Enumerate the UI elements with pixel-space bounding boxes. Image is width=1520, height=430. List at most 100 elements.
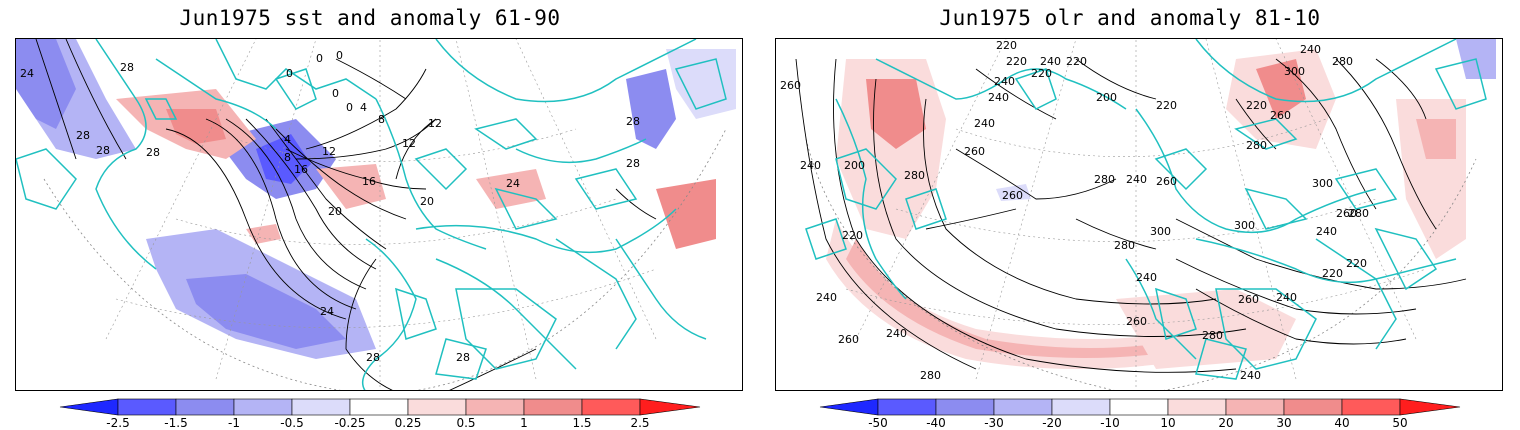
olr-label-14: 260	[1002, 189, 1023, 202]
sst-label-17: 16	[294, 163, 308, 176]
olr-anomaly-positive-band	[826, 219, 1196, 369]
olr-label-10: 200	[1096, 91, 1117, 104]
olr-label-6: 240	[988, 91, 1009, 104]
sst-cbar-tick-3: -0.5	[280, 416, 304, 430]
sst-label-1: 28	[120, 61, 134, 74]
olr-label-3: 220	[1066, 55, 1087, 68]
olr-label-28: 280	[1332, 55, 1353, 68]
olr-label-38: 280	[1202, 329, 1223, 342]
sst-colorbar-graphic	[59, 398, 701, 416]
olr-label-36: 220	[842, 229, 863, 242]
olr-anomaly-positive-west-core	[866, 79, 926, 149]
sst-contour-labels: 24 28 28 28 28 0 0 0 0 0 4 4 8 8 12 12 1…	[20, 49, 640, 364]
sst-label-21: 24	[320, 305, 334, 318]
sst-contours	[35, 39, 657, 390]
olr-anomaly-positive-east-core	[1416, 119, 1456, 159]
olr-map-title: Jun1975 olr and anomaly 81-10	[939, 6, 1321, 30]
sst-label-25: 28	[626, 115, 640, 128]
olr-colorbar-graphic	[819, 398, 1461, 416]
sst-cbar-arrow-right	[639, 398, 701, 416]
sst-label-19: 20	[328, 205, 342, 218]
sst-cbar-seg-2	[175, 398, 235, 416]
olr-label-19: 280	[1094, 173, 1115, 186]
olr-label-0: 220	[996, 39, 1017, 52]
sst-coastlines	[16, 39, 727, 390]
olr-cbar-tick-0: -50	[868, 416, 888, 430]
olr-label-16: 300	[1150, 225, 1171, 238]
olr-colorbar: -50 -40 -30 -20 -10 10 20 30 40 50	[760, 398, 1500, 430]
sst-label-7: 0	[336, 49, 343, 62]
sst-anomaly-positive-4	[476, 169, 546, 209]
olr-cbar-seg-4	[1051, 398, 1111, 416]
olr-label-21: 220	[1156, 99, 1177, 112]
sst-anomaly-positive-5	[246, 224, 281, 244]
sst-panel: Jun1975 sst and anomaly 61-90	[0, 0, 743, 430]
sst-label-16: 12	[402, 137, 416, 150]
olr-label-15: 280	[1114, 239, 1135, 252]
olr-cbar-tick-7: 30	[1276, 416, 1292, 430]
sst-cbar-tick-4: -0.25	[334, 416, 366, 430]
sst-map: 24 28 28 28 28 0 0 0 0 0 4 4 8 8 12 12 1…	[15, 38, 743, 391]
sst-cbar-seg-7	[465, 398, 525, 416]
sst-label-18: 16	[362, 175, 376, 188]
olr-label-24: 220	[1246, 99, 1267, 112]
sst-map-title: Jun1975 sst and anomaly 61-90	[179, 6, 561, 30]
olr-label-39: 240	[816, 291, 837, 304]
olr-anomaly-positive-south	[1116, 289, 1296, 369]
olr-cbar-tick-5: 10	[1160, 416, 1176, 430]
olr-label-37: 260	[1126, 315, 1147, 328]
olr-label-42: 260	[838, 333, 859, 346]
sst-cbar-seg-5	[349, 398, 409, 416]
sst-label-8: 0	[332, 87, 339, 100]
olr-anomaly-negative-center	[996, 184, 1031, 201]
olr-cbar-seg-8	[1283, 398, 1343, 416]
sst-anomaly-positive-core	[166, 109, 226, 144]
olr-label-27: 260	[1270, 109, 1291, 122]
sst-label-23: 28	[366, 351, 380, 364]
olr-label-40: 240	[886, 327, 907, 340]
sst-label-15: 12	[322, 145, 336, 158]
sst-label-11: 4	[284, 133, 291, 146]
olr-label-9: 280	[904, 169, 925, 182]
olr-label-23: 280	[1246, 139, 1267, 152]
olr-label-5: 240	[1040, 55, 1061, 68]
sst-label-2: 28	[76, 129, 90, 142]
sst-label-12: 8	[378, 113, 385, 126]
olr-label-12: 240	[800, 159, 821, 172]
olr-label-43: 240	[1240, 369, 1261, 382]
olr-map-canvas: 220 220 220 220 240 240 240 260 260 280 …	[780, 39, 1496, 390]
sst-label-6: 0	[316, 52, 323, 65]
olr-label-44: 280	[920, 369, 941, 382]
olr-cbar-seg-7	[1225, 398, 1285, 416]
olr-contour-labels: 220 220 220 220 240 240 240 260 260 280 …	[780, 39, 1369, 382]
sst-colorbar: -2.5 -1.5 -1 -0.5 -0.25 0.25 0.5 1 1.5 2…	[0, 398, 740, 430]
olr-map: 220 220 220 220 240 240 240 260 260 280 …	[775, 38, 1503, 391]
olr-cbar-tick-9: 50	[1392, 416, 1408, 430]
sst-cbar-tick-0: -2.5	[106, 416, 130, 430]
olr-cbar-seg-3	[993, 398, 1053, 416]
olr-label-25: 240	[1300, 43, 1321, 56]
olr-panel: Jun1975 olr and anomaly 81-10	[760, 0, 1503, 430]
sst-label-13: 8	[284, 151, 291, 164]
olr-cbar-tick-2: -30	[984, 416, 1004, 430]
olr-coastlines	[805, 39, 1487, 380]
olr-cbar-arrow-right	[1399, 398, 1461, 416]
olr-cbar-tick-8: 40	[1334, 416, 1350, 430]
sst-cbar-tick-5: 0.25	[394, 416, 422, 430]
sst-label-9: 0	[346, 101, 353, 114]
olr-cbar-tick-6: 20	[1218, 416, 1234, 430]
sst-label-26: 28	[626, 157, 640, 170]
olr-cbar-seg-2	[935, 398, 995, 416]
sst-anomaly-negative-west-core	[16, 39, 76, 129]
olr-cbar-tick-3: -20	[1042, 416, 1062, 430]
olr-contours	[795, 58, 1467, 373]
sst-label-0: 24	[20, 67, 34, 80]
olr-label-7: 260	[780, 79, 801, 92]
sst-cbar-tick-9: 2.5	[630, 416, 650, 430]
sst-cbar-tick-1: -1.5	[164, 416, 188, 430]
sst-anomaly-negative-east	[626, 69, 676, 149]
sst-map-canvas: 24 28 28 28 28 0 0 0 0 0 4 4 8 8 12 12 1…	[16, 39, 736, 390]
sst-cbar-seg-4	[291, 398, 351, 416]
olr-cbar-tick-1: -40	[926, 416, 946, 430]
sst-cbar-seg-9	[581, 398, 641, 416]
